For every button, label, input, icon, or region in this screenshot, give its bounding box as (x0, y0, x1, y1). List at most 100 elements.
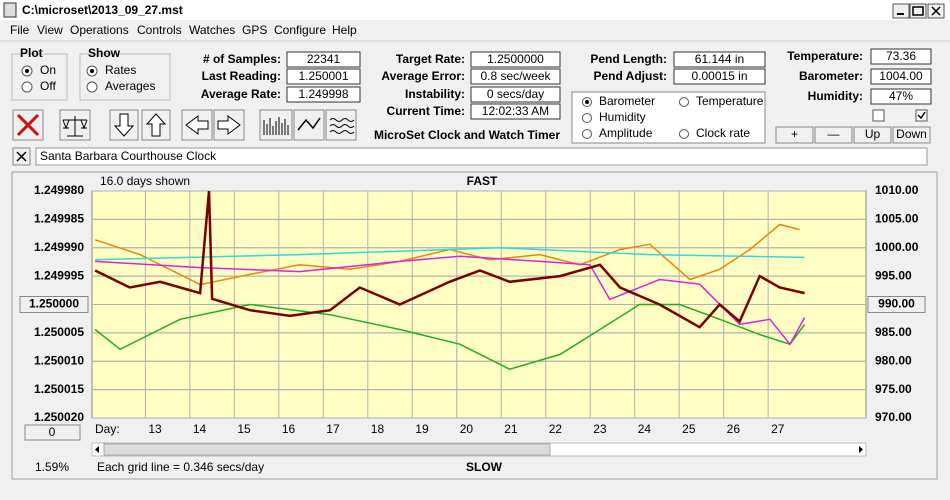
field-label: Target Rate: (396, 52, 465, 66)
legend-radio[interactable] (582, 113, 592, 123)
radio-dot (25, 69, 29, 73)
field-label: Last Reading: (202, 69, 281, 83)
y-tick-label: 1.250000 (29, 297, 79, 311)
field-box (673, 51, 766, 68)
x-tick-label: 14 (193, 422, 207, 436)
field-box (673, 68, 766, 85)
watch-name-box[interactable] (35, 147, 928, 166)
icon (145, 113, 167, 137)
legend-radio-dot (585, 100, 589, 104)
x-tick-label: 19 (415, 422, 429, 436)
field-box (470, 86, 561, 103)
x-tick-label: 26 (727, 422, 741, 436)
watch-name: Santa Barbara Courthouse Clock (40, 149, 217, 163)
tick-button[interactable] (19, 296, 89, 313)
field-label: Pend Adjust: (593, 69, 667, 83)
menu-item[interactable]: Operations (70, 23, 129, 37)
menu-item[interactable]: GPS (242, 23, 267, 37)
field-value: 12:02:33 AM (482, 104, 549, 118)
group-box (11, 53, 68, 101)
group-title: Show (88, 46, 121, 60)
button-label: Up (865, 127, 881, 141)
offset-button-label: 0 (49, 425, 56, 439)
x-tick-label: 21 (504, 422, 518, 436)
minimize-button[interactable] (892, 3, 910, 19)
x-tick-label: 20 (460, 422, 474, 436)
y2-tick-label: 985.00 (875, 325, 912, 339)
button[interactable] (814, 126, 853, 144)
icon (16, 113, 40, 137)
curve-button[interactable] (293, 109, 325, 141)
app-title: MicroSet Clock and Watch Timer (374, 128, 560, 142)
field-value: 0.8 sec/week (480, 69, 551, 83)
legend-radio[interactable] (679, 129, 689, 139)
checkbox[interactable] (915, 109, 928, 122)
y-tick-label: 1.249995 (34, 268, 84, 282)
field-box (470, 51, 561, 68)
title-bar (0, 0, 950, 20)
field-value: 1004.00 (879, 69, 923, 83)
icon (297, 117, 321, 131)
icon (185, 115, 209, 135)
y-tick-label: 1.249990 (34, 240, 84, 254)
field-value: 1.249998 (298, 87, 348, 101)
grid-note: Each grid line = 0.346 secs/day (97, 460, 264, 474)
field-box (286, 68, 361, 85)
x-tick-label: 17 (326, 422, 340, 436)
field-box (286, 86, 361, 103)
icon (263, 117, 289, 135)
radio[interactable] (86, 81, 98, 93)
radio-dot (90, 69, 94, 73)
tick-button[interactable] (867, 296, 926, 313)
field-value: 1.2500000 (487, 52, 544, 66)
days-shown: 16.0 days shown (100, 174, 190, 188)
x-tick-label: 23 (593, 422, 607, 436)
group-title: Plot (20, 46, 43, 60)
y2-tick-label: 970.00 (875, 410, 912, 424)
button-label: — (828, 127, 840, 141)
radio[interactable] (21, 81, 33, 93)
field-value: 61.144 in (695, 52, 744, 66)
button-label: + (791, 127, 798, 141)
checkbox[interactable] (872, 109, 885, 122)
field-value: 73.36 (886, 49, 916, 63)
app-icon (3, 2, 17, 18)
field-value: 0.00015 in (691, 69, 747, 83)
field-label: Barometer: (799, 69, 863, 83)
series-line (94, 223, 800, 286)
y2-tick-label: 1010.00 (875, 183, 919, 197)
field-label: Instability: (405, 87, 465, 101)
legend-radio[interactable] (679, 97, 689, 107)
check-mark (917, 111, 926, 120)
field-box (470, 68, 561, 85)
menu-item[interactable]: Configure (274, 23, 326, 37)
button[interactable] (892, 126, 931, 144)
field-value: 47% (889, 89, 913, 103)
window-controls[interactable] (892, 3, 945, 19)
field-value: 1.250001 (298, 69, 348, 83)
field-label: Pend Length: (590, 52, 667, 66)
series-line (95, 247, 805, 261)
menu-item[interactable]: File (10, 23, 30, 37)
menu-item[interactable]: Controls (137, 23, 182, 37)
icon (113, 113, 135, 137)
button[interactable] (775, 126, 814, 144)
y-tick-label: 1.250015 (34, 382, 84, 396)
menu-item[interactable]: Watches (189, 23, 235, 37)
x-tick-label: 25 (682, 422, 696, 436)
chart-title: FAST (467, 174, 498, 188)
icon (62, 116, 88, 137)
menu-item[interactable]: Help (332, 23, 357, 37)
offset-button[interactable] (24, 424, 81, 441)
group-box (79, 53, 171, 101)
y-tick-label: 1.250005 (34, 325, 84, 339)
radio-label: Averages (105, 79, 155, 93)
icon (329, 118, 355, 134)
field-box (470, 103, 561, 120)
x-tick-label: 13 (148, 422, 162, 436)
menu-item[interactable]: View (37, 23, 63, 37)
legend-radio[interactable] (582, 129, 592, 139)
button[interactable] (853, 126, 892, 144)
scroll-thumb[interactable] (103, 443, 551, 456)
